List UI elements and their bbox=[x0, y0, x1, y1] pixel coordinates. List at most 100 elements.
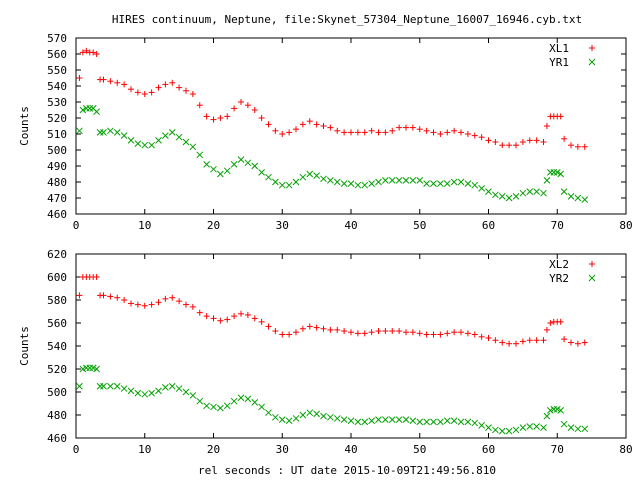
xl1-point bbox=[93, 51, 100, 57]
xl2-point bbox=[251, 315, 258, 322]
yr1-point bbox=[251, 162, 259, 170]
xl2-point bbox=[354, 330, 361, 337]
xl2-point bbox=[492, 337, 499, 344]
xl1-point bbox=[334, 127, 341, 134]
bottom-plot-frame bbox=[75, 253, 627, 439]
yr1-point bbox=[107, 127, 114, 135]
xl1-point bbox=[396, 124, 403, 131]
xl1-point bbox=[375, 129, 382, 136]
yr2-point bbox=[423, 418, 430, 426]
yr1-point bbox=[402, 177, 410, 184]
xl1-point bbox=[561, 135, 568, 142]
yr1-point bbox=[333, 178, 341, 186]
yr1-point bbox=[512, 193, 520, 200]
xl1-point bbox=[134, 89, 141, 96]
yr2-point bbox=[168, 382, 176, 390]
xl2-point bbox=[169, 294, 176, 301]
top-y-tick-label: 500 bbox=[47, 144, 67, 157]
xl2-point bbox=[148, 301, 155, 308]
yr1-point bbox=[96, 129, 104, 136]
yr1-point bbox=[395, 177, 403, 184]
xl2-point bbox=[224, 316, 231, 323]
bottom-y-ticks: 460 480 500 520 540 560 580 600 620 bbox=[47, 248, 626, 445]
xl1-point bbox=[265, 121, 272, 128]
yr1-point bbox=[265, 173, 272, 181]
yr2-point bbox=[141, 390, 149, 398]
yr1-point bbox=[553, 169, 561, 176]
yr2-point bbox=[320, 412, 327, 420]
xl1-point bbox=[90, 49, 97, 56]
legend-marker-yr1 bbox=[588, 58, 596, 66]
yr1-point bbox=[526, 188, 534, 195]
xl1-point bbox=[196, 102, 203, 109]
yr2-point bbox=[567, 424, 575, 432]
xl1-point bbox=[148, 89, 155, 96]
yr2-point bbox=[409, 417, 417, 425]
xl2-point bbox=[93, 274, 100, 280]
yr2-point bbox=[388, 416, 396, 423]
xl1-point bbox=[389, 127, 396, 134]
legend-label-xl2: XL2 bbox=[549, 258, 569, 271]
yr2-point bbox=[581, 425, 589, 433]
yr1-point bbox=[292, 178, 300, 186]
xl1-point bbox=[464, 131, 471, 137]
xl2-point bbox=[375, 328, 382, 335]
xl1-point bbox=[76, 75, 83, 81]
xl1-point bbox=[286, 129, 293, 136]
yr2-point bbox=[230, 397, 238, 405]
yr2-point bbox=[217, 404, 224, 412]
yr2-point bbox=[285, 417, 293, 425]
yr1-point bbox=[354, 181, 362, 189]
xl1-point bbox=[416, 126, 423, 133]
xl2-point bbox=[444, 330, 451, 337]
xl1-point bbox=[79, 49, 86, 56]
xl1-point bbox=[368, 127, 375, 134]
yr1-point bbox=[278, 181, 286, 189]
top-data-marks bbox=[76, 47, 589, 203]
yr2-point bbox=[471, 419, 479, 427]
xl2-point bbox=[581, 339, 588, 346]
bottom-x-tick-label: 0 bbox=[73, 443, 80, 456]
yr2-point bbox=[560, 420, 568, 428]
yr1-point bbox=[574, 194, 582, 202]
yr2-point bbox=[333, 415, 341, 422]
xl1-point bbox=[141, 91, 148, 97]
xl2-point bbox=[203, 313, 210, 320]
xl2-point bbox=[265, 323, 272, 330]
yr1-point bbox=[148, 141, 155, 149]
top-x-tick-label: 60 bbox=[482, 219, 495, 232]
xl2-point bbox=[471, 331, 478, 338]
xl2-point bbox=[238, 310, 244, 317]
yr2-point bbox=[519, 424, 527, 432]
yr2-point bbox=[162, 384, 169, 391]
xl2-point bbox=[361, 330, 368, 337]
xl1-point bbox=[478, 134, 485, 141]
xl1-point bbox=[354, 129, 361, 136]
yr2-point bbox=[148, 389, 155, 397]
yr1-point bbox=[313, 172, 320, 179]
xl1-point bbox=[437, 131, 444, 137]
yr1-point bbox=[272, 178, 279, 186]
top-x-tick-label: 0 bbox=[73, 219, 80, 232]
yr1-point bbox=[485, 188, 492, 195]
yr2-point bbox=[450, 417, 458, 425]
xl1-point bbox=[293, 126, 299, 133]
yr1-point bbox=[223, 167, 231, 175]
yr1-point bbox=[443, 180, 451, 187]
yr1-point bbox=[210, 165, 217, 173]
xl2-point bbox=[368, 329, 375, 336]
yr2-point bbox=[395, 416, 403, 423]
yr1-point bbox=[182, 138, 190, 146]
xl2-point bbox=[547, 320, 554, 326]
xl2-point bbox=[162, 295, 169, 302]
yr1-point bbox=[196, 151, 204, 159]
yr1-point bbox=[306, 170, 314, 178]
yr1-point bbox=[416, 177, 424, 184]
xl1-point bbox=[444, 129, 451, 136]
top-x-tick-label: 30 bbox=[276, 219, 289, 232]
xl1-point bbox=[533, 137, 540, 144]
yr2-point bbox=[540, 424, 547, 432]
bottom-x-tick-label: 80 bbox=[619, 443, 632, 456]
x-axis-label: rel seconds : UT date 2015-10-09T21:49:5… bbox=[198, 464, 496, 477]
